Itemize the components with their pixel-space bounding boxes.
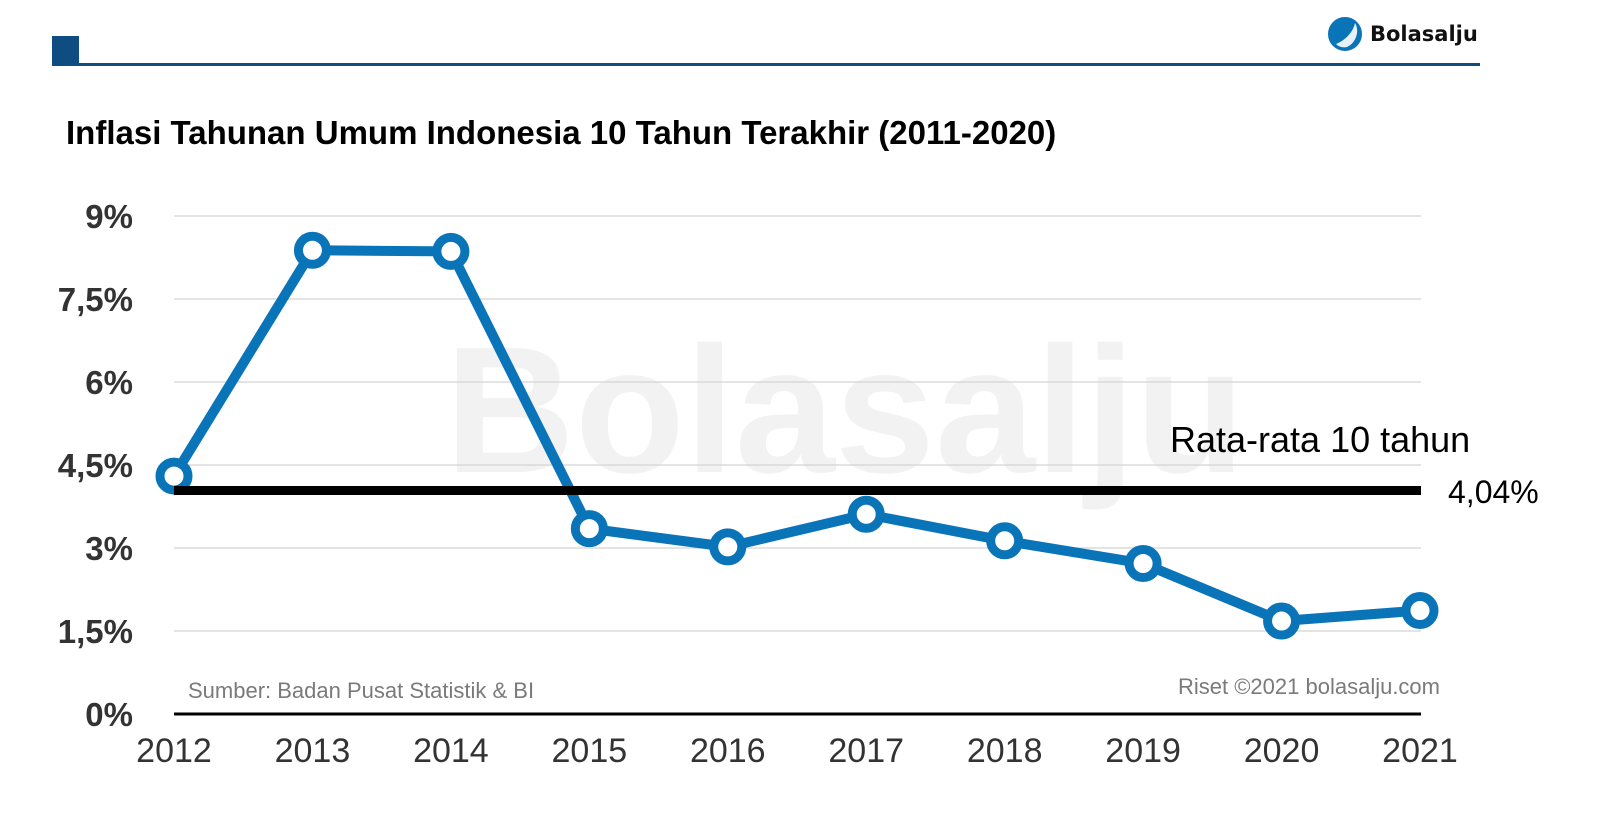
data-point bbox=[709, 528, 747, 566]
y-tick-label: 6% bbox=[85, 364, 133, 401]
data-point bbox=[847, 495, 885, 533]
y-tick-label: 1,5% bbox=[58, 613, 133, 650]
data-point bbox=[155, 457, 193, 495]
x-tick-label: 2012 bbox=[136, 732, 212, 770]
x-tick-label: 2013 bbox=[275, 732, 351, 770]
snowball-icon bbox=[1328, 17, 1362, 51]
data-point bbox=[1401, 592, 1439, 630]
x-tick-label: 2019 bbox=[1105, 732, 1181, 770]
y-tick-label: 4,5% bbox=[58, 447, 133, 484]
source-note: Sumber: Badan Pusat Statistik & BI bbox=[188, 678, 534, 703]
header-accent-square bbox=[52, 36, 79, 64]
x-tick-label: 2021 bbox=[1382, 732, 1458, 770]
chart-title: Inflasi Tahunan Umum Indonesia 10 Tahun … bbox=[66, 114, 1057, 151]
brand-logo: Bolasalju bbox=[1328, 16, 1478, 52]
credit-note: Riset ©2021 bolasalju.com bbox=[1178, 674, 1440, 699]
average-value-label: 4,04% bbox=[1448, 474, 1539, 510]
y-tick-label: 9% bbox=[85, 198, 133, 235]
y-tick-label: 3% bbox=[85, 530, 133, 567]
x-tick-label: 2015 bbox=[552, 732, 628, 770]
data-point bbox=[432, 232, 470, 270]
data-point bbox=[986, 522, 1024, 560]
brand-name: Bolasalju bbox=[1370, 22, 1478, 46]
header-rule bbox=[52, 63, 1480, 66]
x-tick-label: 2014 bbox=[413, 732, 489, 770]
data-point bbox=[293, 231, 331, 269]
data-point bbox=[1124, 544, 1162, 582]
x-tick-label: 2018 bbox=[967, 732, 1043, 770]
series-line bbox=[169, 245, 1425, 627]
x-tick-label: 2016 bbox=[690, 732, 766, 770]
data-point bbox=[570, 510, 608, 548]
x-tick-label: 2020 bbox=[1244, 732, 1320, 770]
y-tick-label: 0% bbox=[85, 696, 133, 733]
watermark: Bolasalju bbox=[445, 310, 1245, 511]
x-tick-label: 2017 bbox=[828, 732, 904, 770]
y-tick-label: 7,5% bbox=[58, 281, 133, 318]
data-point bbox=[1263, 602, 1301, 640]
average-label: Rata-rata 10 tahun bbox=[1170, 419, 1470, 460]
